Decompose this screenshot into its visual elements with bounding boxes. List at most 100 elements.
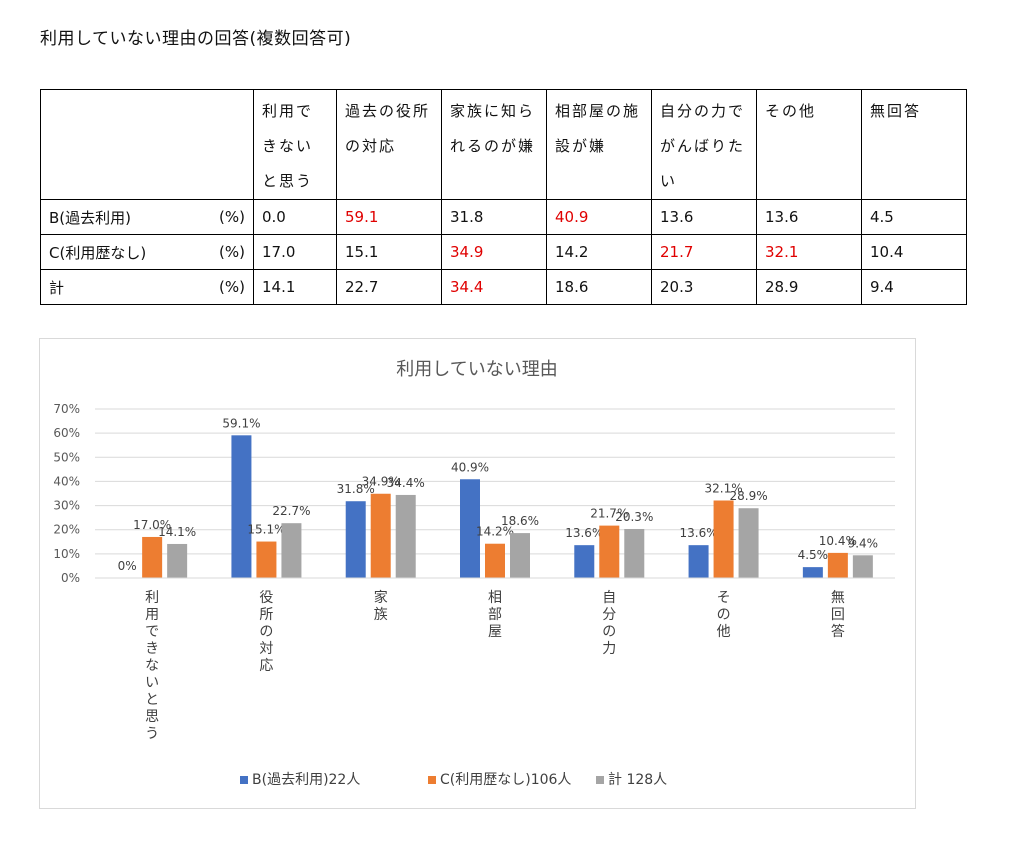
bar — [256, 541, 277, 578]
y-tick-label: 20% — [53, 523, 80, 537]
table-header-cell: 過去の役所の対応 — [336, 89, 442, 200]
table-row: B(過去利用) (%) 0.0 59.1 31.8 40.9 13.6 13.6 4.5 — [40, 199, 967, 235]
row-unit: (%) — [219, 243, 245, 261]
table-cell: 17.0 — [253, 234, 337, 270]
table-cell: 34.4 — [441, 269, 547, 305]
data-label: 59.1% — [222, 416, 260, 430]
row-label-cell: C(利用歴なし) (%) — [40, 234, 254, 270]
data-label: 34.4% — [387, 476, 425, 490]
table-header-cell: その他 — [756, 89, 862, 200]
table-cell: 14.2 — [546, 234, 652, 270]
table-cell: 32.1 — [756, 234, 862, 270]
bar — [574, 545, 595, 578]
table-header-corner — [40, 89, 254, 200]
table-cell: 0.0 — [253, 199, 337, 235]
row-label-cell: 計 (%) — [40, 269, 254, 305]
table-cell: 34.9 — [441, 234, 547, 270]
row-unit: (%) — [219, 208, 245, 226]
table-row: 計 (%) 14.1 22.7 34.4 18.6 20.3 28.9 9.4 — [40, 269, 967, 305]
bar — [852, 555, 873, 578]
row-label: 計 — [49, 278, 65, 297]
page-title: 利用していない理由の回答(複数回答可) — [40, 29, 352, 49]
table-cell: 40.9 — [546, 199, 652, 235]
y-tick-label: 30% — [53, 499, 80, 513]
row-label: C(利用歴なし) — [49, 243, 147, 262]
bar — [281, 523, 302, 578]
table-cell: 31.8 — [441, 199, 547, 235]
x-category-label: 自分の力 — [602, 590, 616, 657]
x-category-label: 役所の対応 — [259, 590, 273, 674]
y-tick-label: 60% — [53, 426, 80, 440]
bar — [167, 543, 188, 578]
data-label: 15.1% — [247, 523, 285, 537]
bar — [395, 494, 416, 578]
bar — [713, 500, 734, 578]
bar — [142, 536, 163, 578]
row-label-cell: B(過去利用) (%) — [40, 199, 254, 235]
data-label: 13.6% — [565, 526, 603, 540]
bar — [802, 567, 823, 578]
table-header-row: 利用できないと思う 過去の役所の対応 家族に知られるのが嫌 相部屋の施設が嫌 自… — [40, 89, 967, 200]
bar — [510, 533, 530, 578]
legend-swatch — [596, 776, 604, 784]
table-cell: 59.1 — [336, 199, 442, 235]
y-tick-label: 70% — [53, 402, 80, 416]
data-label: 20.3% — [615, 510, 653, 524]
table-cell: 15.1 — [336, 234, 442, 270]
legend-swatch — [240, 776, 248, 784]
data-label: 0% — [118, 559, 137, 573]
bar — [827, 552, 848, 578]
table-cell: 28.9 — [756, 269, 862, 305]
data-label: 18.6% — [501, 514, 539, 528]
data-label: 34.9% — [362, 475, 400, 489]
table-cell: 13.6 — [651, 199, 757, 235]
chart-container: 利用していない理由 0% 10% 20% 30% 40% 50% 60% 70% 0% 17.0% 1… — [39, 338, 916, 809]
table-header-cell: 利用できないと思う — [253, 89, 337, 200]
data-label: 14.2% — [476, 525, 514, 539]
table-cell: 21.7 — [651, 234, 757, 270]
data-label: 32.1% — [705, 482, 743, 496]
table-cell: 14.1 — [253, 269, 337, 305]
x-category-label: 無回答 — [831, 590, 845, 640]
data-label: 28.9% — [730, 489, 768, 503]
table-row: C(利用歴なし) (%) 17.0 15.1 34.9 14.2 21.7 32.1 10.4 — [40, 234, 967, 270]
bar — [738, 508, 759, 578]
data-label: 14.1% — [158, 525, 196, 539]
bar — [688, 545, 709, 578]
table-cell: 9.4 — [861, 269, 967, 305]
bar-chart: 利用していない理由0%10%20%30%40%50%60%70%0%17.0%1… — [53, 359, 895, 788]
table-cell: 22.7 — [336, 269, 442, 305]
bar — [599, 525, 620, 578]
data-label: 21.7% — [590, 507, 628, 521]
x-category-label: 利用できないと思う — [145, 590, 159, 742]
table-cell: 20.3 — [651, 269, 757, 305]
legend-label: C(利用歴なし)106人 — [440, 772, 571, 788]
x-category-label: 相部屋 — [488, 590, 502, 640]
bar — [624, 528, 645, 578]
data-label: 40.9% — [451, 460, 489, 474]
data-label: 22.7% — [272, 504, 310, 518]
bar — [485, 543, 505, 578]
y-tick-label: 10% — [53, 547, 80, 561]
legend-swatch — [428, 776, 436, 784]
y-tick-label: 0% — [61, 571, 80, 585]
y-tick-label: 40% — [53, 474, 80, 488]
data-label: 10.4% — [819, 534, 857, 548]
y-tick-label: 50% — [53, 450, 80, 464]
results-table: 利用できないと思う 過去の役所の対応 家族に知られるのが嫌 相部屋の施設が嫌 自… — [40, 89, 967, 305]
data-label: 31.8% — [337, 482, 375, 496]
table-cell: 4.5 — [861, 199, 967, 235]
data-label: 13.6% — [680, 526, 718, 540]
bar — [370, 493, 391, 578]
data-label: 17.0% — [133, 518, 171, 532]
table-header-cell: 家族に知られるのが嫌 — [441, 89, 547, 200]
bar — [345, 501, 366, 578]
row-unit: (%) — [219, 278, 245, 296]
row-label: B(過去利用) — [49, 208, 131, 227]
table-header-cell: 自分の力でがんばりたい — [651, 89, 757, 200]
table-cell: 10.4 — [861, 234, 967, 270]
bar — [231, 435, 252, 578]
data-label: 9.4% — [848, 536, 879, 550]
legend-label: B(過去利用)22人 — [252, 772, 360, 788]
data-label: 4.5% — [798, 548, 829, 562]
